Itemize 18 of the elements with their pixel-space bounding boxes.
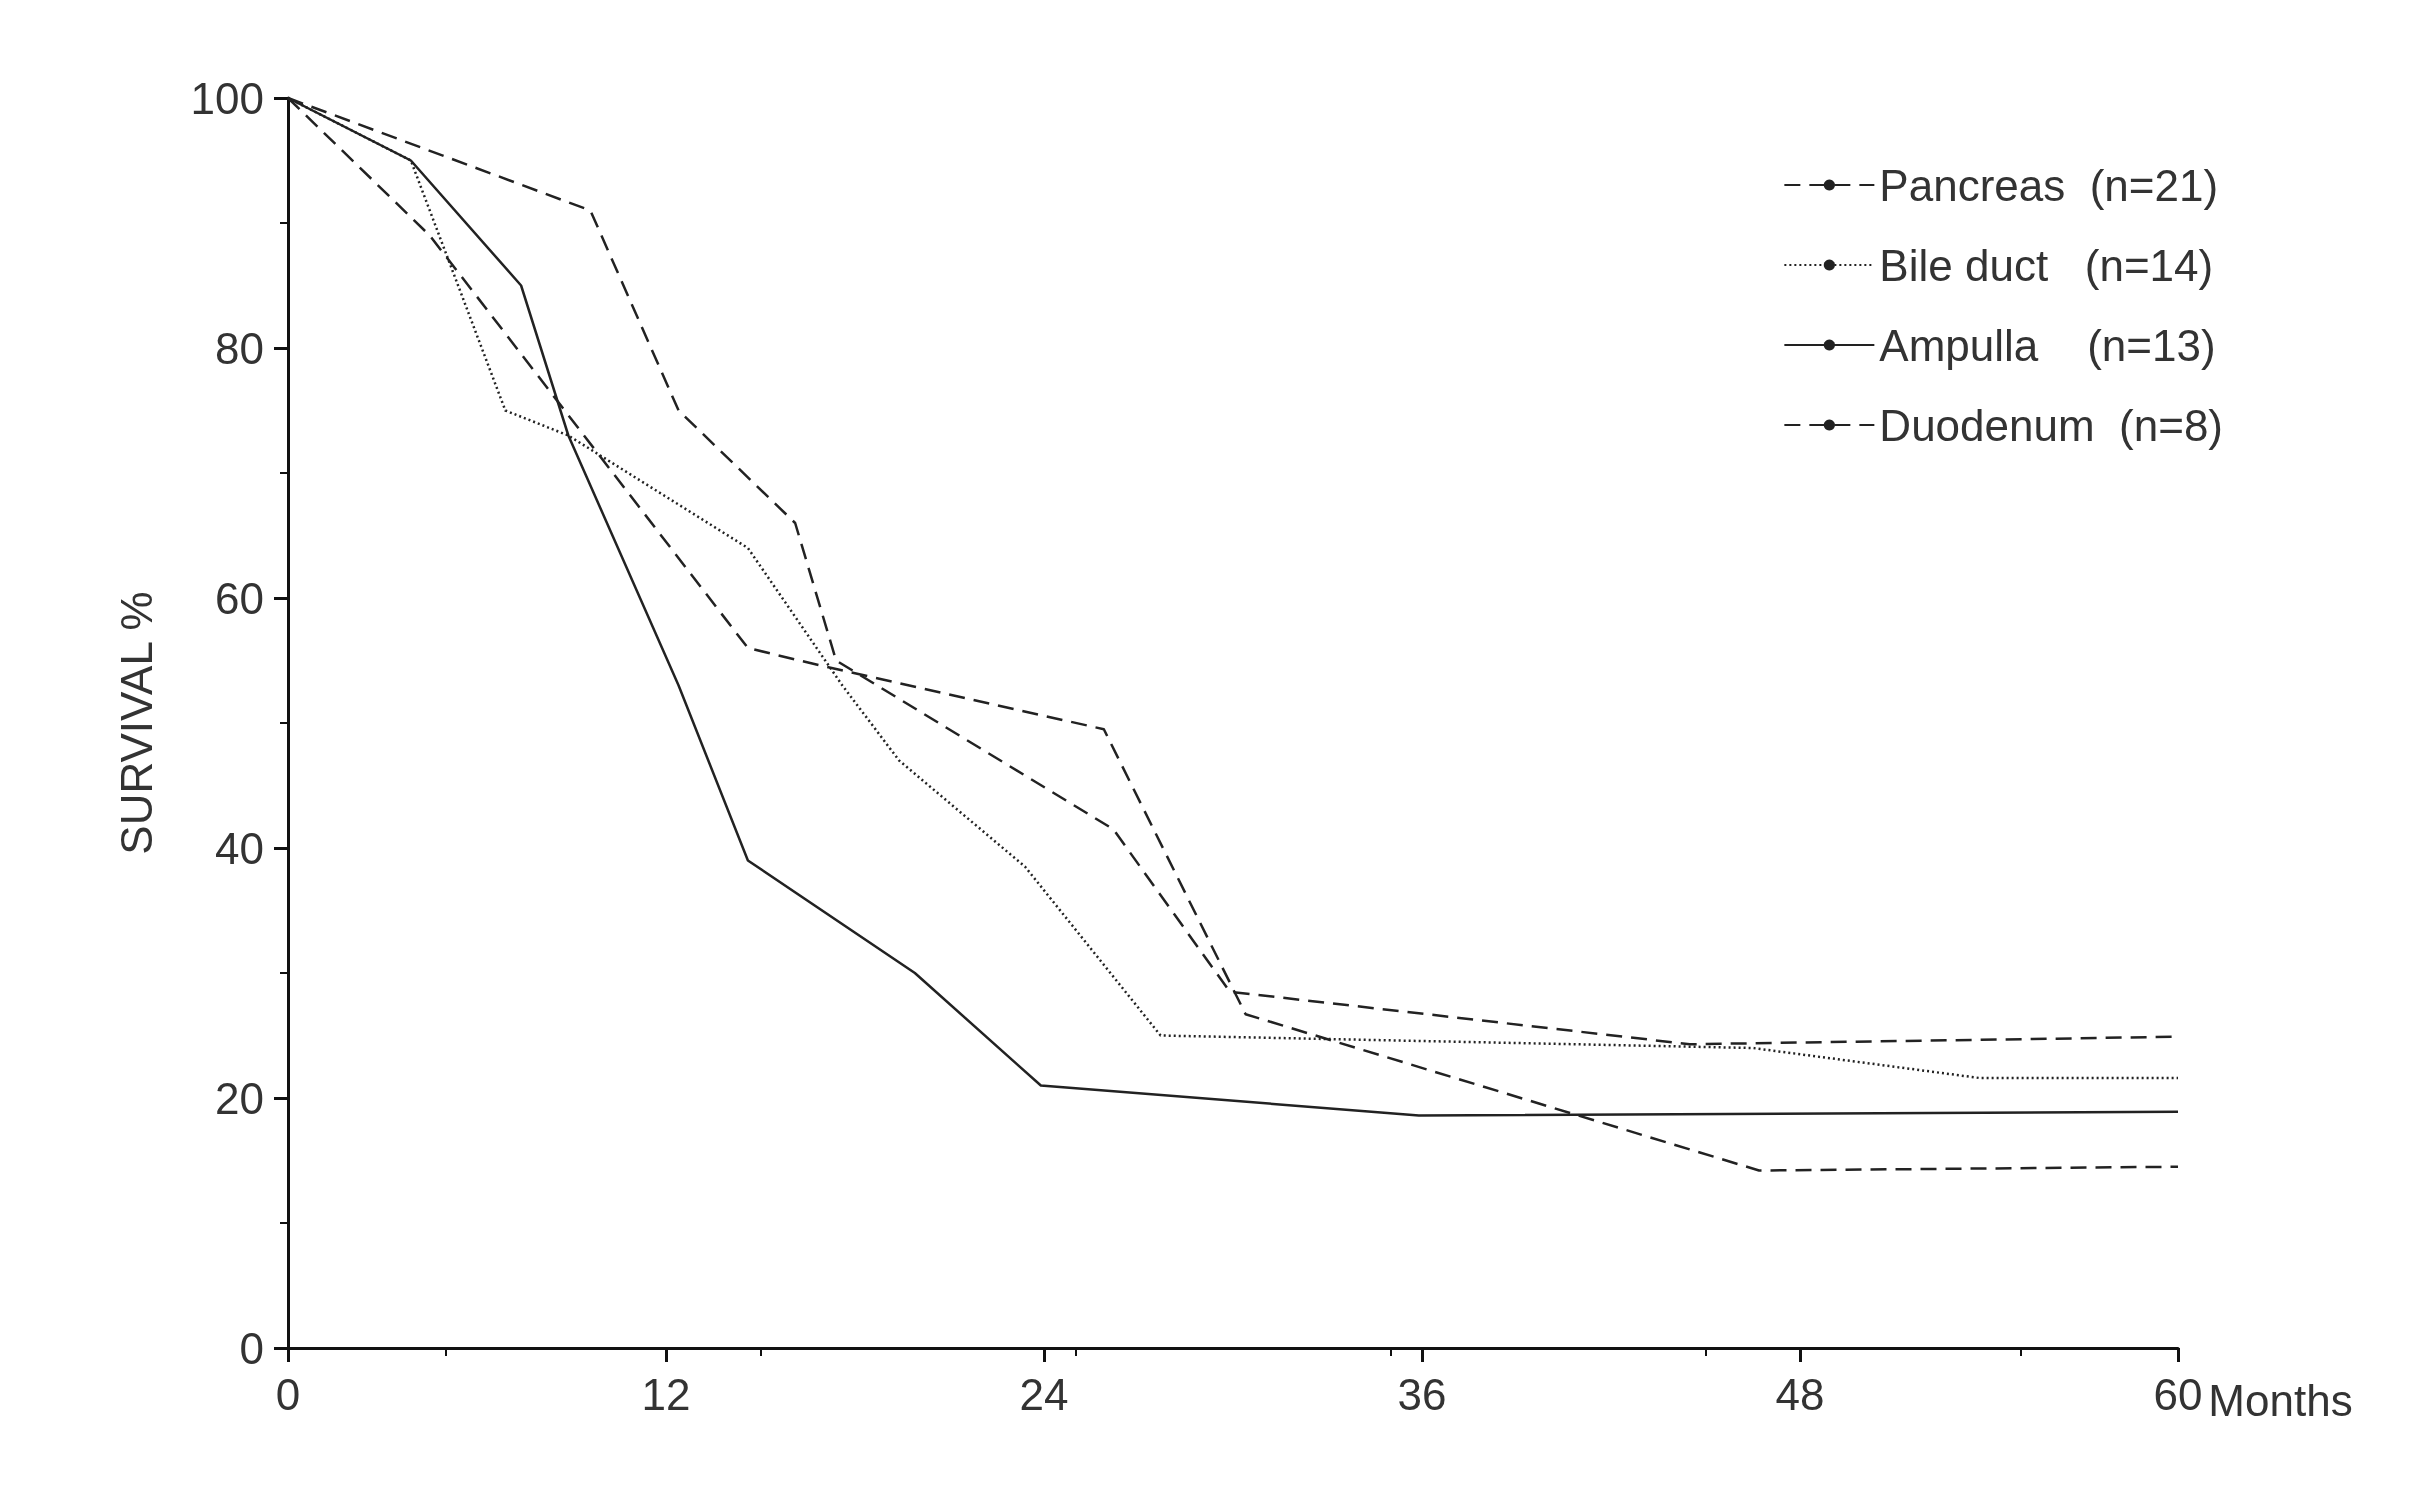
y-tick-label: 80 <box>215 323 264 373</box>
y-tick-label: 20 <box>215 1073 264 1123</box>
y-tick-label: 0 <box>239 1323 264 1373</box>
x-axis-title: Months <box>2208 1375 2353 1425</box>
y-tick-label: 60 <box>215 573 264 623</box>
legend-label: Ampulla (n=13) <box>1879 320 2216 370</box>
x-tick-label: 0 <box>275 1369 301 1419</box>
y-tick-label: 100 <box>190 73 264 123</box>
legend-label: Duodenum (n=8) <box>1879 400 2224 450</box>
x-tick-label: 12 <box>641 1369 691 1419</box>
x-tick-label: 36 <box>1397 1369 1447 1419</box>
y-axis-title: SURVIVAL % <box>111 591 161 855</box>
legend-label: Pancreas (n=21) <box>1879 160 2219 210</box>
x-tick-label: 24 <box>1019 1369 1069 1419</box>
y-tick-label: 40 <box>215 823 264 873</box>
legend-label: Bile duct (n=14) <box>1879 240 2214 290</box>
x-tick-label: 48 <box>1775 1369 1825 1419</box>
x-tick-label: 60 <box>2153 1369 2203 1419</box>
